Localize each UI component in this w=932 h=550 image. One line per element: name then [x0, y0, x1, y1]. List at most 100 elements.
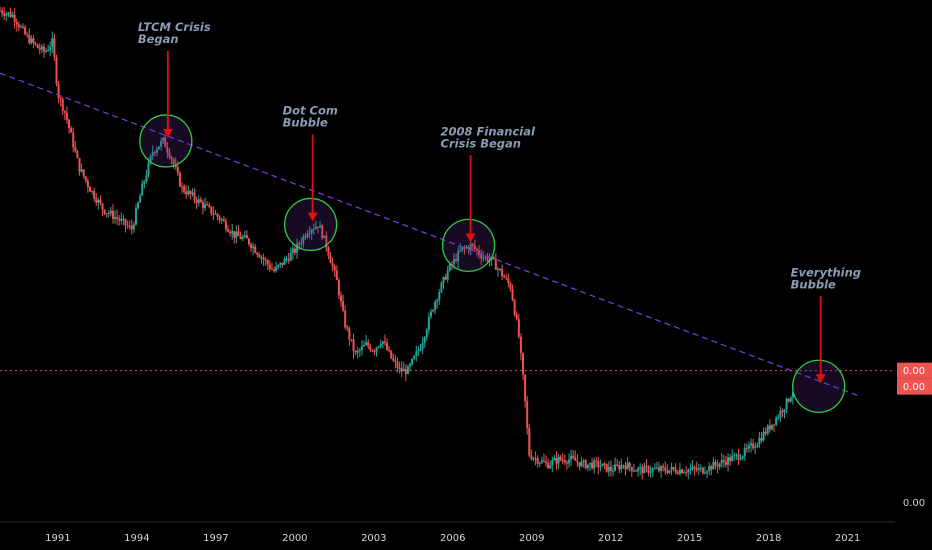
candle — [222, 215, 225, 222]
candle — [275, 261, 278, 273]
candle — [743, 443, 746, 461]
candle — [626, 456, 629, 470]
candle — [388, 345, 391, 353]
candle — [777, 414, 780, 421]
candle — [122, 214, 125, 226]
candle — [356, 346, 359, 359]
candle — [392, 353, 395, 362]
candle — [498, 268, 501, 272]
candle — [28, 28, 31, 45]
candle — [111, 204, 114, 224]
candle — [568, 453, 571, 468]
x-tick-label: 1994 — [124, 533, 149, 544]
candle — [381, 340, 384, 349]
candle — [741, 455, 744, 461]
candle — [172, 157, 175, 169]
candle — [465, 244, 468, 250]
candle — [683, 470, 686, 474]
candle — [68, 118, 71, 134]
candle — [365, 335, 368, 346]
candle — [609, 460, 612, 477]
candle — [76, 149, 79, 159]
candle — [82, 169, 85, 179]
candle — [720, 452, 723, 468]
candle — [26, 31, 29, 38]
highlight-circle — [283, 197, 338, 252]
candle — [189, 189, 192, 200]
candle — [183, 183, 186, 195]
candle — [237, 224, 240, 237]
candle — [229, 229, 232, 237]
candle — [72, 127, 75, 153]
candle — [310, 228, 313, 240]
candle — [616, 459, 619, 467]
candle — [118, 215, 121, 226]
candle — [511, 284, 514, 302]
x-tick-label: 2003 — [361, 533, 386, 544]
candle — [779, 406, 782, 423]
candle — [528, 424, 531, 458]
candle — [655, 461, 658, 470]
candle — [787, 398, 790, 403]
candle — [80, 163, 83, 173]
candle — [695, 461, 698, 473]
candle — [580, 456, 583, 468]
candle — [758, 431, 761, 448]
candle — [287, 252, 290, 264]
candle — [107, 210, 110, 218]
candle — [114, 210, 117, 224]
candle — [266, 258, 269, 271]
candle — [597, 456, 600, 475]
candle — [789, 396, 792, 403]
candle — [624, 461, 627, 476]
candle — [754, 442, 757, 455]
candle — [773, 424, 776, 432]
candle — [329, 251, 332, 264]
candle — [302, 233, 305, 248]
candle — [40, 44, 43, 53]
highlight-circle — [441, 218, 496, 272]
candle — [273, 266, 276, 273]
candle — [538, 461, 541, 468]
candle — [660, 464, 663, 478]
candle — [224, 217, 227, 233]
candle — [74, 140, 77, 153]
x-tick-label: 2009 — [519, 533, 544, 544]
candle — [101, 202, 104, 217]
candle — [195, 196, 198, 210]
candle — [105, 212, 108, 218]
candle — [637, 466, 640, 477]
candle — [618, 460, 621, 474]
candle — [549, 460, 552, 470]
candle — [256, 251, 259, 258]
candle — [459, 242, 462, 253]
candle — [312, 223, 315, 235]
candle — [463, 245, 466, 255]
candle — [132, 221, 135, 233]
candle — [323, 235, 326, 239]
x-tick-label: 1991 — [45, 533, 70, 544]
candle — [88, 185, 91, 192]
candle — [47, 44, 50, 52]
candle — [747, 441, 750, 453]
candle — [139, 193, 142, 203]
candle — [252, 242, 255, 255]
candle — [708, 462, 711, 476]
candle — [155, 146, 158, 157]
candle — [293, 246, 296, 256]
candle — [404, 364, 407, 382]
candle — [63, 110, 66, 121]
candle — [49, 41, 52, 57]
candle — [164, 134, 167, 148]
candle — [5, 11, 8, 22]
candle — [210, 206, 213, 217]
candle — [53, 33, 56, 62]
candle — [522, 352, 525, 380]
candle — [591, 458, 594, 470]
candle — [712, 457, 715, 470]
candle — [396, 357, 399, 373]
candle — [733, 452, 736, 461]
candle — [13, 8, 16, 29]
candle — [599, 459, 602, 472]
